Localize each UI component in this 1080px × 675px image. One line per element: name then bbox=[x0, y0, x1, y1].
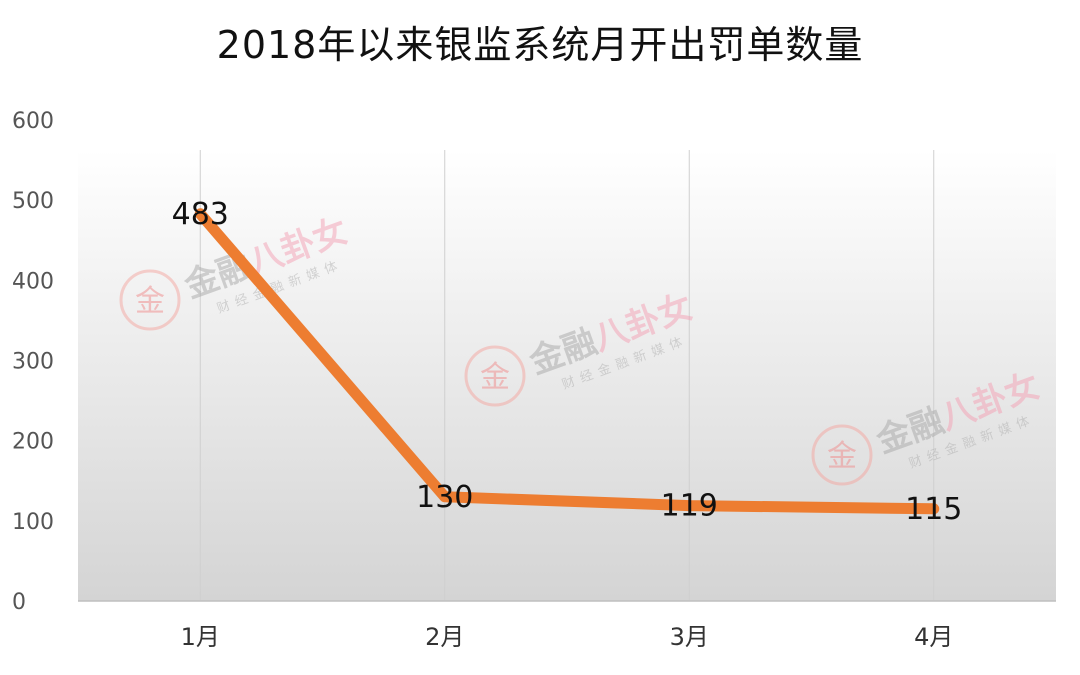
watermark-logo-ring bbox=[464, 345, 526, 407]
data-label: 483 bbox=[172, 197, 229, 232]
x-tick-label: 4月 bbox=[914, 623, 953, 651]
y-tick-label: 200 bbox=[12, 430, 54, 455]
y-tick-label: 100 bbox=[12, 510, 54, 535]
y-tick-label: 600 bbox=[12, 109, 54, 134]
x-tick-label: 1月 bbox=[181, 623, 220, 651]
y-tick-label: 500 bbox=[12, 189, 54, 214]
x-tick-label: 3月 bbox=[670, 623, 709, 651]
y-tick-label: 300 bbox=[12, 350, 54, 375]
plot-area bbox=[78, 150, 1056, 601]
series-line-group bbox=[194, 208, 940, 515]
chart-title: 2018年以来银监系统月开出罚单数量 bbox=[216, 23, 864, 67]
data-label: 119 bbox=[661, 489, 718, 524]
data-label: 130 bbox=[416, 480, 473, 515]
watermark-logo-char: 金 bbox=[827, 439, 857, 474]
data-label: 115 bbox=[905, 492, 962, 527]
x-tick-label: 2月 bbox=[425, 623, 464, 651]
data-labels: 483 130 119 115 bbox=[172, 197, 963, 527]
watermark-logo-ring bbox=[811, 424, 873, 486]
watermark-logo-char: 金 bbox=[480, 360, 510, 395]
y-tick-label: 400 bbox=[12, 269, 54, 294]
y-axis-ticks: 0 100 200 300 400 500 600 bbox=[12, 109, 54, 615]
watermark-logo-char: 金 bbox=[135, 284, 165, 319]
y-tick-label: 0 bbox=[12, 590, 26, 615]
watermark-logo-ring bbox=[119, 269, 181, 331]
series-line bbox=[194, 208, 940, 515]
grid-lines bbox=[78, 150, 1056, 602]
x-axis-ticks: 1月 2月 3月 4月 bbox=[181, 623, 954, 651]
